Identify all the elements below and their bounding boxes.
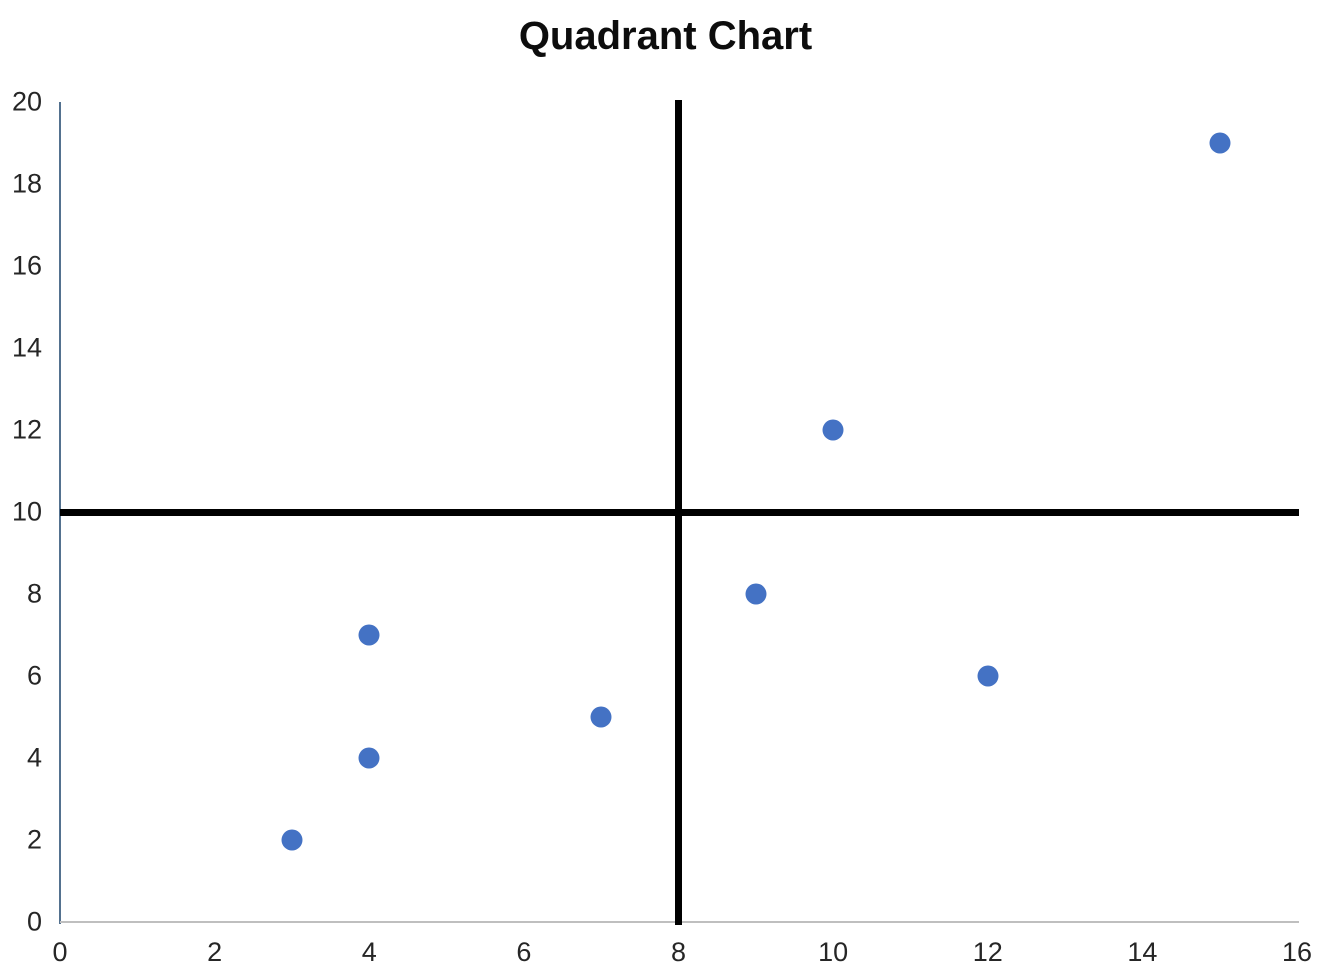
y-axis-tick-label: 2 (26, 824, 42, 855)
y-axis-tick-label: 10 (11, 496, 42, 527)
y-axis-tick-label: 20 (11, 86, 42, 117)
data-point (590, 706, 612, 728)
y-axis-tick-label: 18 (11, 168, 42, 199)
quadrant-horizontal-line (60, 508, 1299, 516)
x-axis-tick-label: 4 (361, 937, 377, 967)
data-point (1209, 132, 1231, 154)
y-axis-tick-label: 12 (11, 414, 42, 445)
data-point (977, 665, 999, 687)
chart-title: Quadrant Chart (518, 14, 813, 58)
plot-area (59, 100, 1299, 925)
x-axis-tick-label: 12 (972, 937, 1003, 967)
y-axis-tick-label: 14 (11, 332, 42, 363)
data-point (822, 419, 844, 441)
data-point (358, 624, 380, 646)
x-axis-tick-label: 2 (207, 937, 223, 967)
x-axis-tick-label: 0 (52, 937, 68, 967)
data-point (358, 747, 380, 769)
x-axis-tick-label: 6 (516, 937, 532, 967)
y-axis-tick-label: 6 (26, 660, 42, 691)
x-axis-tick-label: 16 (1281, 937, 1313, 967)
y-axis-tick-label: 0 (26, 906, 42, 937)
x-axis-tick-label: 10 (818, 937, 849, 967)
y-axis-tick-label: 4 (26, 742, 42, 773)
y-axis-tick-label: 8 (26, 578, 42, 609)
x-axis-tick-label: 8 (670, 937, 687, 967)
data-point (281, 829, 303, 851)
data-point (745, 583, 767, 605)
y-axis-tick-label: 16 (11, 250, 42, 281)
x-axis-tick-label: 14 (1127, 937, 1158, 967)
